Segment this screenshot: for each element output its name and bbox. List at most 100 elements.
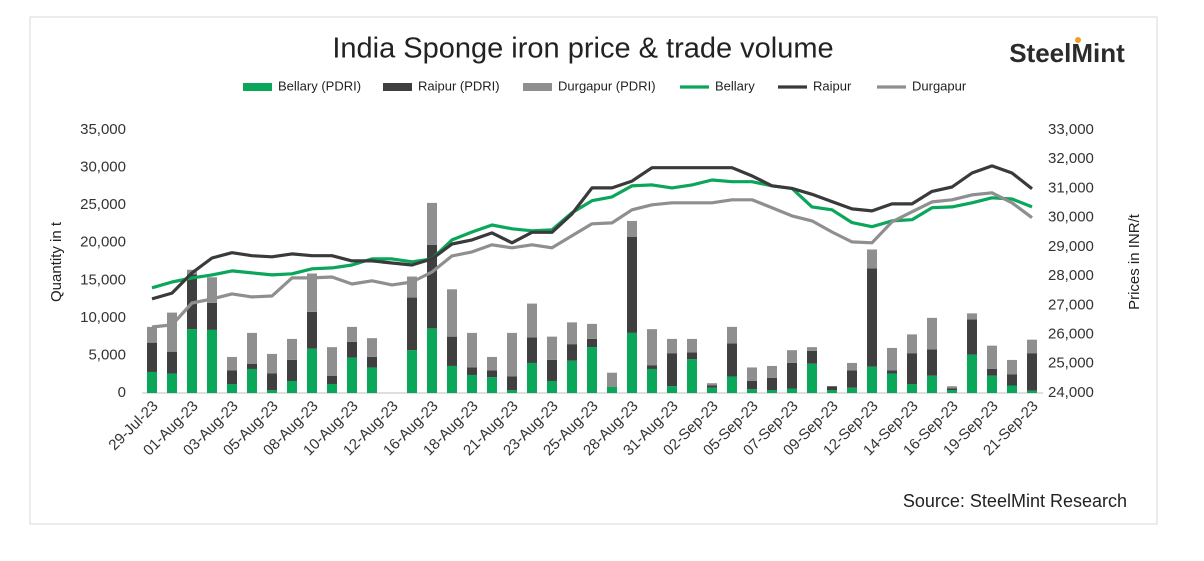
bar bbox=[727, 326, 737, 344]
bar bbox=[287, 338, 297, 360]
bar bbox=[687, 352, 697, 360]
bar bbox=[807, 350, 817, 364]
bar bbox=[707, 385, 717, 388]
y-tick-label: 20,000 bbox=[80, 234, 126, 251]
bar bbox=[687, 359, 697, 393]
bar bbox=[887, 370, 897, 374]
bar bbox=[727, 376, 737, 393]
bar bbox=[847, 387, 857, 393]
bar bbox=[1027, 353, 1037, 391]
bar bbox=[367, 367, 377, 393]
bar bbox=[747, 367, 757, 381]
bar bbox=[247, 368, 257, 393]
legend-label: Bellary bbox=[715, 78, 755, 93]
bar bbox=[227, 370, 237, 384]
bar bbox=[447, 289, 457, 337]
bar bbox=[867, 268, 877, 367]
bar bbox=[627, 332, 637, 393]
bar bbox=[487, 377, 497, 393]
bar bbox=[147, 371, 157, 393]
logo-dot bbox=[1075, 37, 1081, 43]
source: Source: SteelMint Research bbox=[903, 491, 1127, 511]
bar bbox=[1027, 390, 1037, 393]
bar bbox=[167, 373, 177, 393]
bar bbox=[587, 347, 597, 393]
bar bbox=[667, 338, 677, 354]
bar bbox=[167, 312, 177, 352]
bar bbox=[947, 388, 957, 390]
bar bbox=[347, 326, 357, 342]
bar bbox=[527, 362, 537, 393]
bar bbox=[667, 353, 677, 387]
bar bbox=[787, 362, 797, 389]
legend-label: Raipur bbox=[813, 78, 852, 93]
line bbox=[151, 178, 1033, 290]
bar bbox=[427, 328, 437, 393]
bar bbox=[767, 365, 777, 378]
bar bbox=[967, 354, 977, 393]
bar bbox=[847, 362, 857, 371]
bar bbox=[947, 389, 957, 393]
chart-frame bbox=[29, 16, 1158, 525]
bar bbox=[887, 347, 897, 371]
bar bbox=[567, 344, 577, 361]
bar bbox=[867, 366, 877, 393]
bar bbox=[467, 332, 477, 368]
bar bbox=[647, 365, 657, 369]
bar bbox=[347, 357, 357, 393]
bar bbox=[467, 374, 477, 393]
bar bbox=[407, 276, 417, 298]
bar bbox=[607, 372, 617, 387]
y-tick-label: 10,000 bbox=[80, 309, 126, 326]
bar bbox=[587, 323, 597, 339]
y2-tick-label: 29,000 bbox=[1048, 238, 1094, 255]
y2-tick-label: 32,000 bbox=[1048, 150, 1094, 167]
bar bbox=[867, 249, 877, 269]
bar bbox=[647, 368, 657, 393]
bar bbox=[307, 348, 317, 393]
bar bbox=[1007, 374, 1017, 386]
y2-tick-label: 27,000 bbox=[1048, 296, 1094, 313]
bar bbox=[367, 356, 377, 368]
bar bbox=[1027, 339, 1037, 354]
bar bbox=[567, 360, 577, 393]
bar bbox=[987, 368, 997, 376]
bar bbox=[847, 370, 857, 388]
bar bbox=[927, 349, 937, 376]
bar bbox=[247, 332, 257, 364]
chart-title: India Sponge iron price & trade volume bbox=[332, 33, 833, 65]
legend-swatch bbox=[383, 83, 412, 91]
bar bbox=[267, 389, 277, 393]
bar bbox=[307, 273, 317, 312]
bar bbox=[367, 338, 377, 357]
bar bbox=[907, 334, 917, 354]
y-tick-label: 25,000 bbox=[80, 196, 126, 213]
bar bbox=[547, 336, 557, 360]
legend-label: Raipur (PDRI) bbox=[418, 78, 500, 93]
bar bbox=[707, 383, 717, 386]
bar bbox=[487, 356, 497, 371]
bar bbox=[987, 375, 997, 393]
bar bbox=[1007, 385, 1017, 393]
line bbox=[151, 164, 1033, 301]
bar bbox=[227, 383, 237, 393]
bar bbox=[587, 338, 597, 348]
bar bbox=[547, 359, 557, 381]
y2-axis-label: Prices in INR/t bbox=[1126, 213, 1143, 310]
bar bbox=[347, 341, 357, 358]
bar bbox=[507, 332, 517, 377]
bar bbox=[627, 236, 637, 333]
bar bbox=[407, 350, 417, 393]
bar bbox=[747, 380, 757, 390]
y2-tick-label: 26,000 bbox=[1048, 326, 1094, 343]
bar bbox=[887, 373, 897, 393]
y-tick-label: 15,000 bbox=[80, 271, 126, 288]
bar bbox=[667, 386, 677, 393]
bar bbox=[807, 347, 817, 351]
bar bbox=[247, 363, 257, 369]
bar bbox=[967, 319, 977, 355]
y2-tick-label: 33,000 bbox=[1048, 121, 1094, 138]
line bbox=[151, 191, 1033, 329]
legend-swatch bbox=[243, 83, 272, 91]
y-tick-label: 0 bbox=[118, 384, 126, 401]
